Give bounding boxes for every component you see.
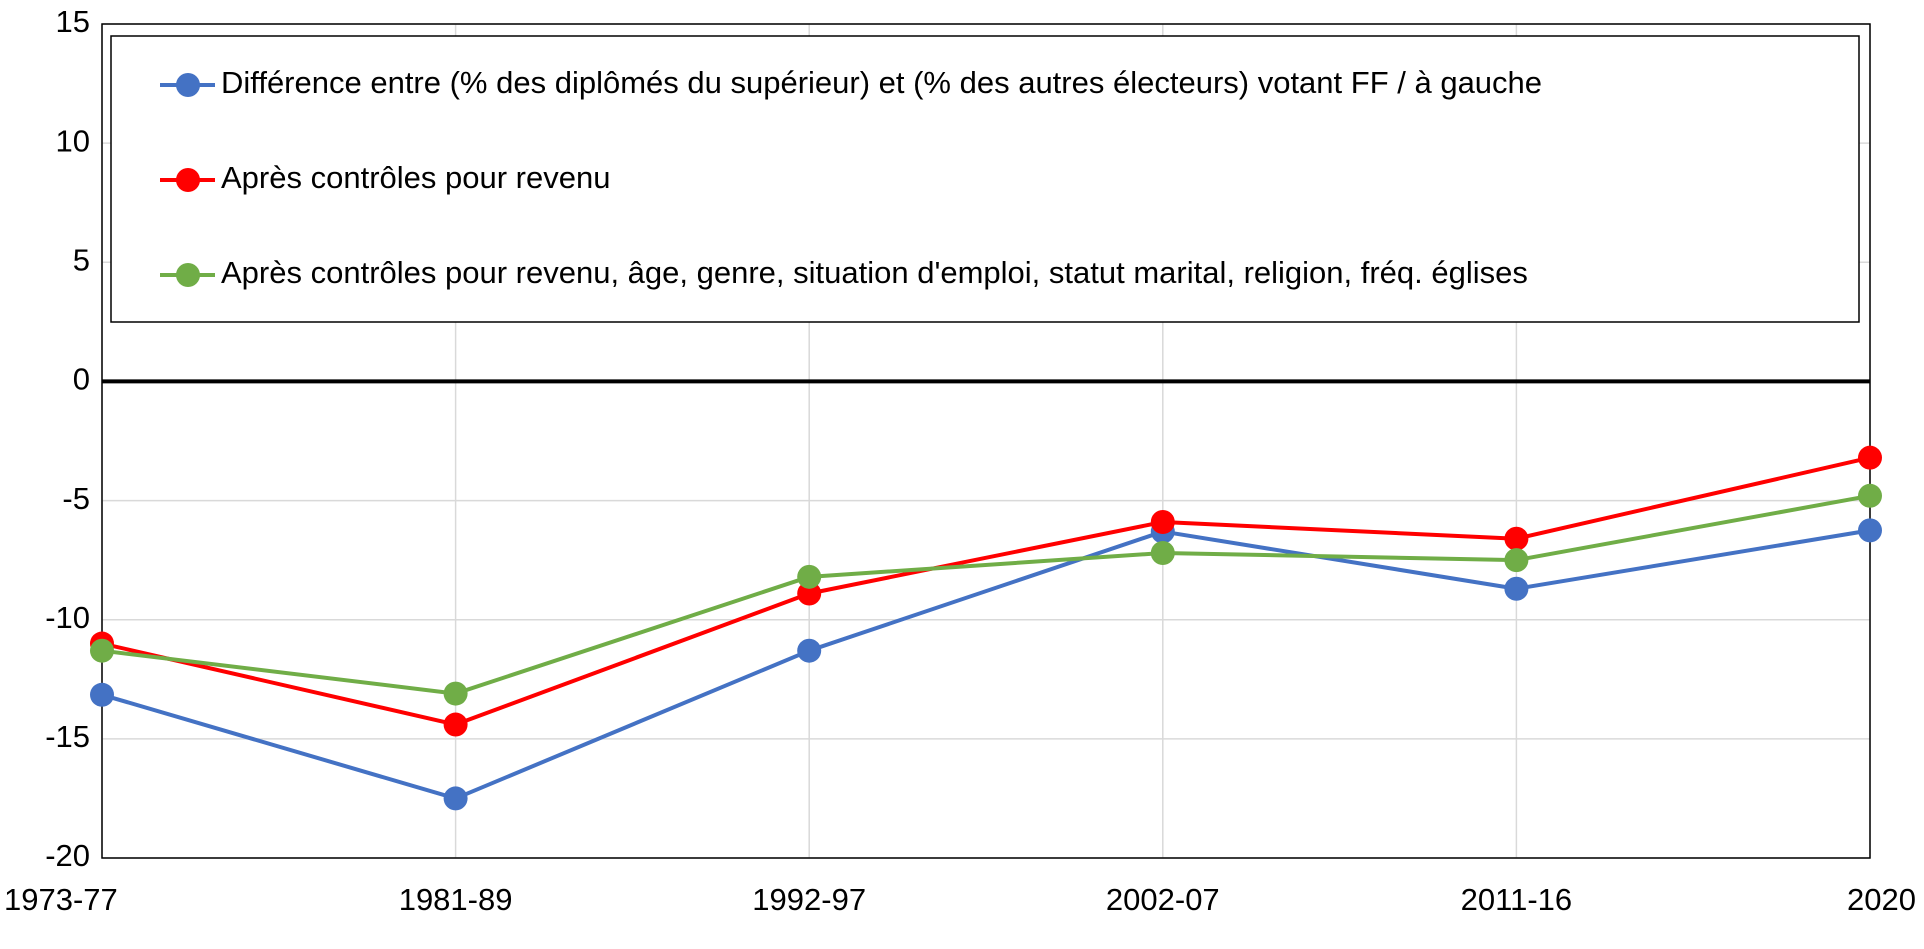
y-tick-label: 10 — [56, 123, 90, 158]
marker — [443, 681, 468, 706]
marker — [797, 581, 822, 606]
series-line — [101, 455, 1871, 727]
marker — [1858, 483, 1882, 508]
x-tick-label: 1973-77 — [4, 882, 118, 917]
legend-label: Après contrôles pour revenu — [221, 160, 610, 195]
marker — [797, 638, 822, 663]
marker — [443, 712, 468, 737]
marker — [1504, 526, 1529, 551]
y-tick-label: -15 — [45, 719, 90, 754]
series-line — [101, 528, 1871, 801]
legend-label: Après contrôles pour revenu, âge, genre,… — [221, 255, 1528, 290]
y-tick-label: -10 — [45, 600, 90, 635]
marker — [1150, 540, 1175, 565]
marker — [797, 564, 822, 589]
x-tick-label: 2020 — [1847, 882, 1916, 917]
x-tick-label: 2002-07 — [1106, 882, 1220, 917]
marker — [1858, 445, 1882, 470]
marker — [443, 786, 468, 811]
legend-marker — [176, 73, 200, 97]
plot-border — [101, 23, 1871, 859]
legend-marker — [176, 168, 200, 192]
y-tick-label: 15 — [56, 4, 90, 39]
marker — [1504, 576, 1529, 601]
legend-marker — [176, 263, 200, 287]
marker — [1504, 548, 1529, 573]
marker — [1858, 518, 1882, 543]
y-tick-label: 5 — [73, 242, 90, 277]
marker — [90, 682, 114, 707]
marker — [90, 638, 114, 663]
x-tick-label: 1981-89 — [399, 882, 513, 917]
legend-box — [110, 35, 1860, 323]
y-tick-label: -20 — [45, 838, 90, 873]
x-tick-label: 1992-97 — [752, 882, 866, 917]
y-tick-label: 0 — [73, 362, 90, 397]
x-tick-label: 2011-16 — [1461, 882, 1572, 917]
marker — [1150, 510, 1175, 535]
y-tick-label: -5 — [62, 481, 90, 516]
series-line — [101, 493, 1871, 696]
legend-label: Différence entre (% des diplômés du supé… — [221, 65, 1542, 100]
